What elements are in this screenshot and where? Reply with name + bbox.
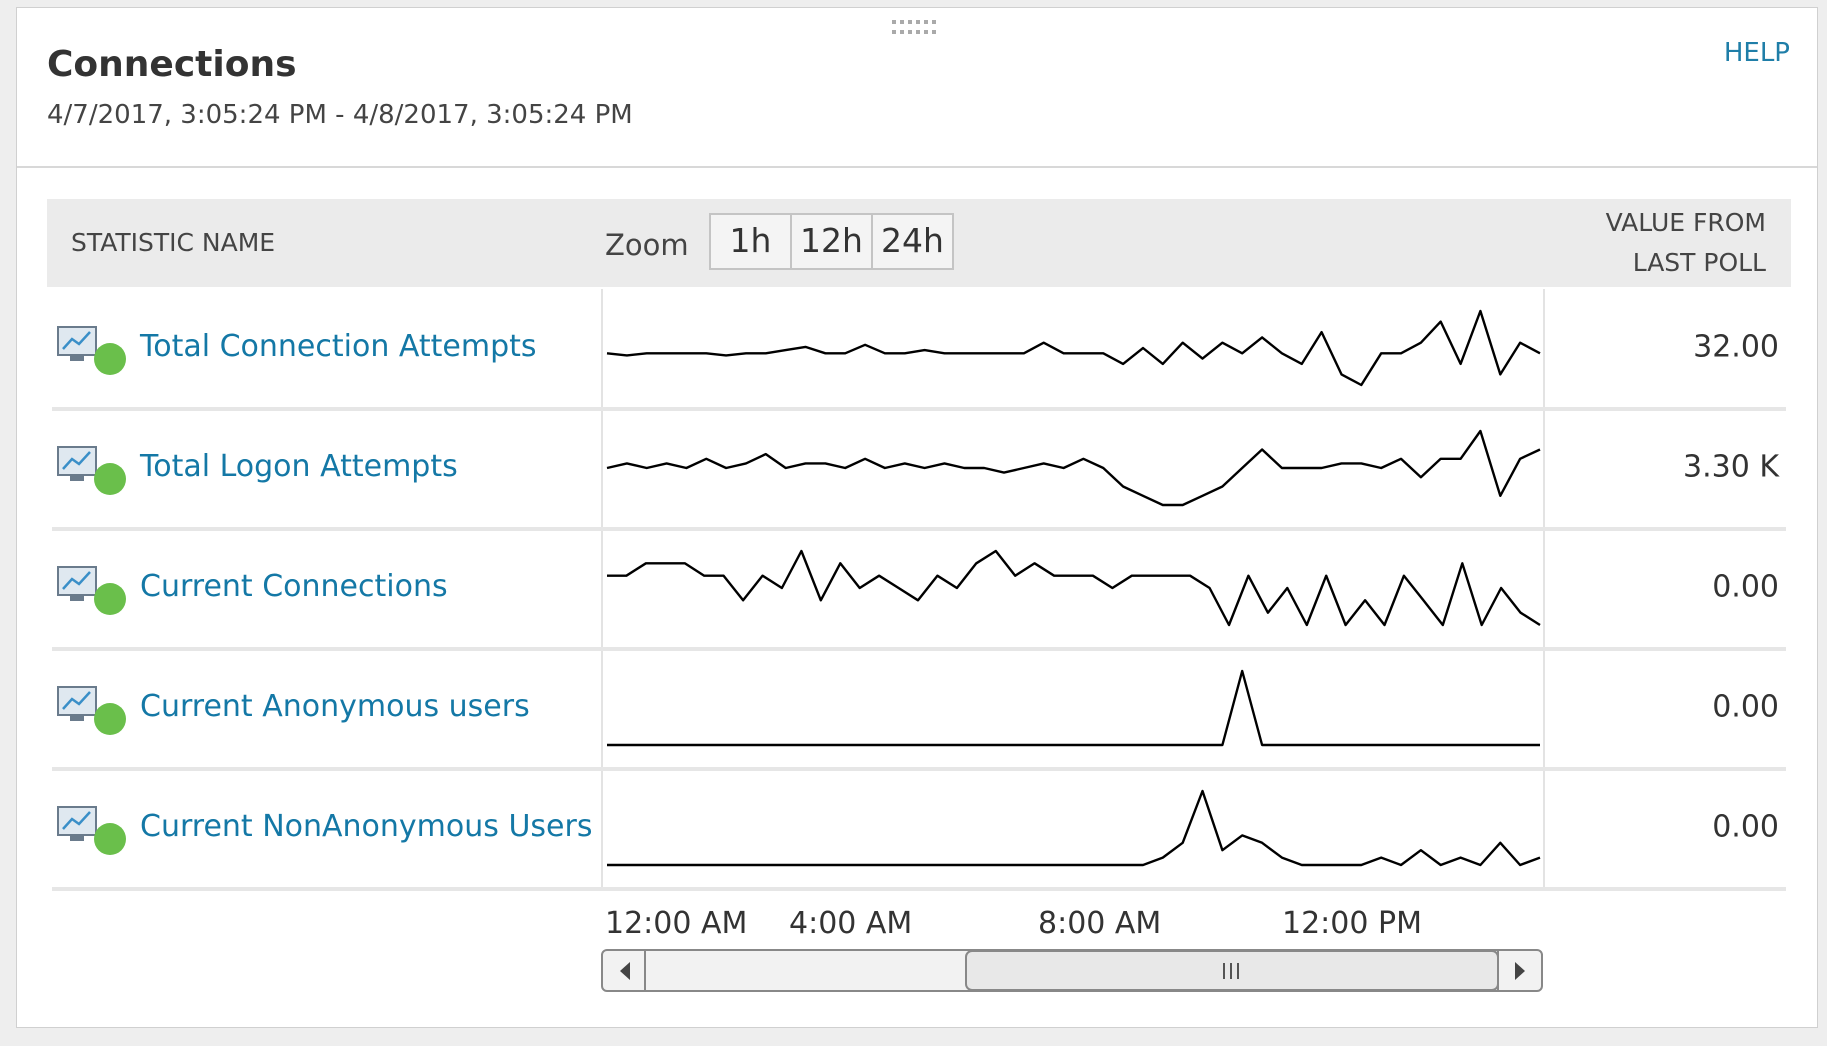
statistic-link[interactable]: Current Connections <box>140 569 448 604</box>
monitor-stand <box>70 476 84 481</box>
scrollbar[interactable] <box>601 949 1543 992</box>
monitor-stand <box>70 596 84 601</box>
last-value: 0.00 <box>1712 569 1779 605</box>
monitor <box>57 446 97 476</box>
status-dot <box>94 703 126 735</box>
monitor-chart <box>62 811 91 830</box>
status-dot <box>94 463 126 495</box>
status-icon <box>57 806 126 855</box>
zoom-button[interactable]: 1h <box>729 221 772 260</box>
drag-handle <box>892 20 936 34</box>
monitor <box>57 566 97 596</box>
statistic-link[interactable]: Current NonAnonymous Users <box>140 809 593 844</box>
zoom-group <box>709 213 954 270</box>
statistic-link[interactable]: Current Anonymous users <box>140 689 530 724</box>
time-label: 12:00 AM <box>605 906 748 941</box>
monitor <box>57 686 97 716</box>
sparkline <box>607 549 1541 627</box>
col-header: STATISTIC NAME <box>71 228 276 257</box>
monitor-stand <box>70 836 84 841</box>
status-dot <box>94 583 126 615</box>
col-header: LAST POLL <box>1632 248 1766 277</box>
status-icon <box>57 326 126 375</box>
statistic-link[interactable]: Total Connection Attempts <box>140 329 537 364</box>
sparkline <box>607 669 1540 747</box>
last-value: 3.30 K <box>1682 449 1779 485</box>
status-icon <box>57 446 126 495</box>
status-icon <box>57 566 126 615</box>
time-label: 8:00 AM <box>1038 906 1162 941</box>
monitor-chart <box>62 691 91 710</box>
statistic-link[interactable]: Total Logon Attempts <box>140 449 458 484</box>
time-label: 4:00 AM <box>789 906 913 941</box>
col-header: VALUE FROM <box>1605 208 1766 237</box>
monitor <box>57 326 97 356</box>
time-label: 12:00 PM <box>1282 906 1422 941</box>
date-range: 4/7/2017, 3:05:24 PM - 4/8/2017, 3:05:24… <box>47 100 633 130</box>
title: Connections <box>47 44 297 85</box>
sparkline <box>606 309 1541 387</box>
sparkline <box>606 429 1541 507</box>
monitor-stand <box>70 356 84 361</box>
zoom-label: Zoom <box>605 228 689 262</box>
monitor-chart <box>62 571 91 590</box>
zoom-button[interactable]: 24h <box>881 221 944 260</box>
last-value: 32.00 <box>1693 329 1779 365</box>
last-value: 0.00 <box>1712 809 1779 845</box>
sparkline <box>607 789 1541 867</box>
status-dot <box>94 343 126 375</box>
status-dot <box>94 823 126 855</box>
monitor-chart <box>62 331 91 350</box>
last-value: 0.00 <box>1712 689 1779 725</box>
panel <box>16 7 1818 1028</box>
status-icon <box>57 686 126 735</box>
zoom-button[interactable]: 12h <box>800 221 863 260</box>
monitor-chart <box>62 451 91 470</box>
help-link[interactable]: HELP <box>1723 38 1790 68</box>
monitor <box>57 806 97 836</box>
monitor-stand <box>70 716 84 721</box>
